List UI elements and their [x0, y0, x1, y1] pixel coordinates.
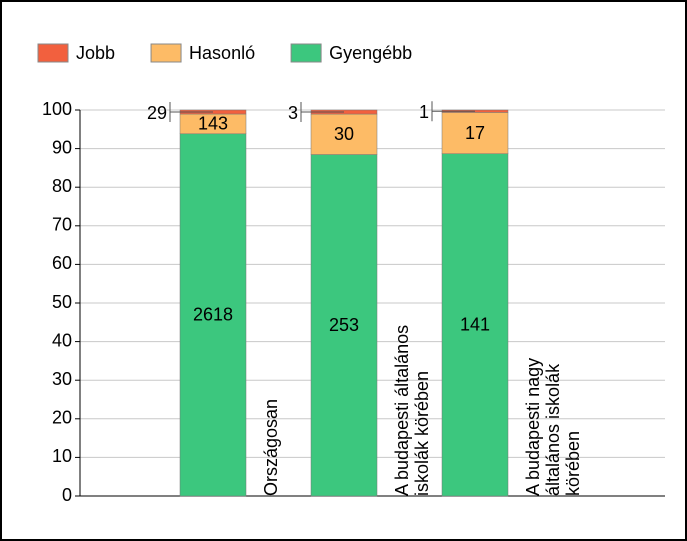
- data-label: 3: [288, 103, 298, 123]
- y-tick-label: 90: [52, 137, 72, 157]
- legend-label: Jobb: [76, 43, 115, 63]
- y-tick-label: 40: [52, 330, 72, 350]
- data-label: 29: [147, 103, 167, 123]
- x-category-label: A budapesti általános iskolák körében: [392, 320, 432, 496]
- y-tick-label: 50: [52, 292, 72, 312]
- data-label: 253: [329, 315, 359, 335]
- data-label: 143: [198, 114, 228, 134]
- x-category-label: Országosan: [261, 399, 281, 496]
- y-tick-label: 80: [52, 176, 72, 196]
- data-label: 1: [419, 102, 429, 122]
- y-tick-label: 20: [52, 408, 72, 428]
- y-tick-label: 30: [52, 369, 72, 389]
- y-tick-label: 10: [52, 446, 72, 466]
- data-label: 2618: [193, 305, 233, 325]
- bar-segment: [179, 133, 247, 497]
- data-label: 17: [465, 123, 485, 143]
- x-category-label: A budapesti nagy általános iskolák köréb…: [523, 353, 583, 496]
- legend-swatch: [290, 43, 322, 63]
- y-tick-label: 60: [52, 253, 72, 273]
- legend-label: Gyengébb: [329, 43, 412, 63]
- y-tick-label: 100: [42, 99, 72, 119]
- bar-segment: [441, 112, 509, 154]
- y-tick-label: 70: [52, 215, 72, 235]
- legend-swatch: [37, 43, 69, 63]
- data-label: 30: [334, 124, 354, 144]
- bar-segment: [441, 153, 509, 497]
- data-label: 141: [460, 315, 490, 335]
- legend-label: Hasonló: [189, 43, 255, 63]
- bar-segment: [310, 154, 378, 497]
- bar-segment: [310, 113, 378, 155]
- legend-swatch: [150, 43, 182, 63]
- y-tick-label: 0: [62, 485, 72, 505]
